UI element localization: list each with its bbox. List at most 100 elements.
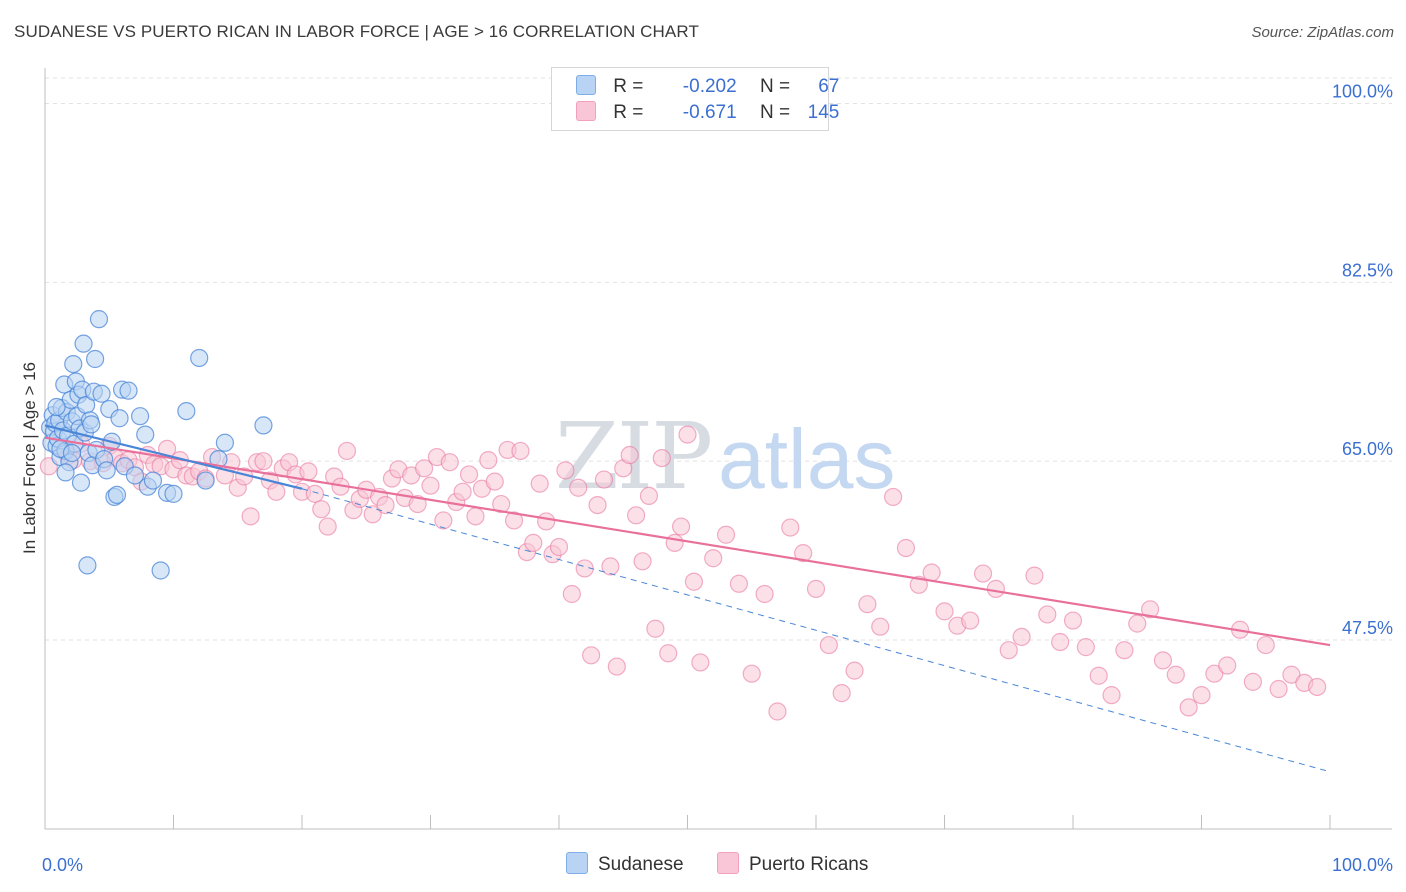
data-point-puerto-ricans	[973, 564, 993, 583]
data-point-puerto-ricans	[1256, 635, 1275, 655]
data-point-sudanese	[71, 473, 91, 492]
data-point-puerto-ricans	[492, 494, 511, 514]
bottom-legend-sudanese: Sudanese	[566, 852, 684, 876]
data-point-puerto-ricans	[549, 537, 569, 557]
series-sudanese-points	[41, 310, 273, 580]
data-point-puerto-ricans	[806, 579, 826, 598]
data-point-sudanese	[92, 384, 111, 403]
data-point-sudanese	[78, 556, 97, 575]
data-point-puerto-ricans	[633, 552, 652, 571]
data-point-puerto-ricans	[671, 517, 691, 536]
data-point-sudanese	[254, 416, 273, 435]
data-point-puerto-ricans	[582, 646, 601, 665]
data-point-puerto-ricans	[691, 653, 710, 672]
data-point-sudanese	[110, 409, 129, 428]
data-point-puerto-ricans	[620, 445, 639, 465]
trend-line-sudanese	[44, 424, 303, 490]
correlation-legend: R = -0.202 N = 67 R = -0.671 N = 145	[551, 67, 839, 131]
data-point-puerto-ricans	[883, 487, 903, 507]
legend-r-value: -0.671	[682, 102, 737, 123]
data-point-sudanese	[97, 461, 116, 480]
data-point-sudanese	[119, 381, 138, 400]
data-point-sudanese	[64, 354, 83, 374]
data-point-puerto-ricans	[299, 462, 318, 481]
data-point-puerto-ricans	[556, 461, 575, 480]
data-point-puerto-ricans	[678, 425, 697, 444]
data-point-puerto-ricans	[819, 635, 838, 655]
data-point-sudanese	[86, 349, 105, 369]
data-point-puerto-ricans	[466, 507, 485, 526]
bottom-legend-label-sudanese: Sudanese	[598, 854, 684, 875]
trend-line-sudanese-extended	[301, 488, 1331, 773]
data-point-sudanese	[196, 471, 215, 490]
data-point-puerto-ricans	[1218, 656, 1237, 675]
legend-swatch-sudanese	[576, 75, 596, 95]
bottom-legend-swatch-sudanese	[566, 852, 588, 874]
data-point-puerto-ricans	[794, 544, 813, 563]
data-point-sudanese	[151, 561, 170, 580]
data-point-puerto-ricans	[1025, 566, 1044, 585]
data-point-puerto-ricans	[363, 505, 382, 524]
data-point-puerto-ricans	[1012, 627, 1031, 647]
data-point-puerto-ricans	[858, 595, 877, 614]
data-point-puerto-ricans	[652, 448, 671, 468]
data-point-sudanese	[136, 425, 155, 444]
data-point-puerto-ricans	[1115, 641, 1134, 660]
data-point-puerto-ricans	[485, 472, 504, 491]
data-point-sudanese	[143, 471, 163, 490]
data-point-puerto-ricans	[408, 494, 427, 514]
data-point-puerto-ricans	[421, 476, 440, 495]
data-point-puerto-ricans	[1128, 614, 1147, 633]
data-point-puerto-ricans	[318, 517, 337, 536]
y-tick-label: 100.0%	[1332, 82, 1393, 102]
data-point-sudanese	[62, 443, 82, 463]
y-axis-label: In Labor Force | Age > 16	[20, 361, 39, 555]
data-point-sudanese	[107, 485, 127, 504]
data-point-sudanese	[177, 401, 196, 421]
data-point-puerto-ricans	[1179, 698, 1198, 717]
bottom-legend-puerto-ricans: Puerto Ricans	[717, 852, 868, 876]
data-point-sudanese	[47, 397, 66, 417]
data-point-puerto-ricans	[601, 557, 620, 576]
data-point-puerto-ricans	[524, 533, 543, 553]
bottom-legend-swatch-puerto-ricans	[717, 852, 739, 874]
data-point-puerto-ricans	[453, 482, 472, 501]
data-point-puerto-ricans	[594, 470, 614, 489]
data-point-puerto-ricans	[755, 584, 774, 604]
data-point-puerto-ricans	[716, 525, 736, 544]
data-point-puerto-ricans	[607, 657, 626, 676]
data-point-puerto-ricans	[414, 459, 434, 478]
data-point-puerto-ricans	[1308, 677, 1327, 697]
data-point-puerto-ricans	[1063, 611, 1083, 630]
x-tick-label: 100.0%	[1332, 855, 1393, 875]
y-tick-label: 65.0%	[1342, 439, 1393, 459]
data-point-puerto-ricans	[646, 619, 665, 638]
data-point-sudanese	[190, 348, 209, 368]
data-point-puerto-ricans	[530, 474, 549, 493]
data-point-puerto-ricans	[742, 664, 761, 683]
watermark: ZIP atlas	[555, 403, 895, 510]
data-point-puerto-ricans	[961, 611, 980, 630]
watermark-atlas: atlas	[718, 412, 895, 506]
legend-r-label: R =	[613, 102, 644, 123]
data-point-puerto-ricans	[626, 506, 646, 525]
data-point-puerto-ricans	[768, 702, 787, 721]
data-point-sudanese	[125, 466, 145, 485]
data-point-puerto-ricans	[434, 511, 453, 530]
legend-n-label: N =	[759, 102, 791, 123]
tick-labels: 47.5% 65.0% 82.5% 100.0% 0.0% 100.0%	[42, 82, 1393, 875]
legend-swatch-puerto-ricans	[576, 101, 596, 121]
data-point-puerto-ricans	[1051, 632, 1070, 652]
trend-lines	[44, 424, 1331, 773]
legend-r-label: R =	[613, 76, 644, 97]
series-puerto-ricans-points	[39, 425, 1327, 721]
data-point-puerto-ricans	[922, 563, 941, 582]
y-tick-label: 82.5%	[1342, 260, 1393, 280]
data-point-sudanese	[164, 484, 183, 503]
data-point-puerto-ricans	[909, 575, 928, 594]
data-point-puerto-ricans	[1205, 664, 1224, 683]
legend-row-puerto-ricans: R = -0.671 N = 145	[576, 101, 839, 127]
data-point-puerto-ricans	[665, 533, 684, 553]
data-point-puerto-ricans	[511, 441, 530, 461]
